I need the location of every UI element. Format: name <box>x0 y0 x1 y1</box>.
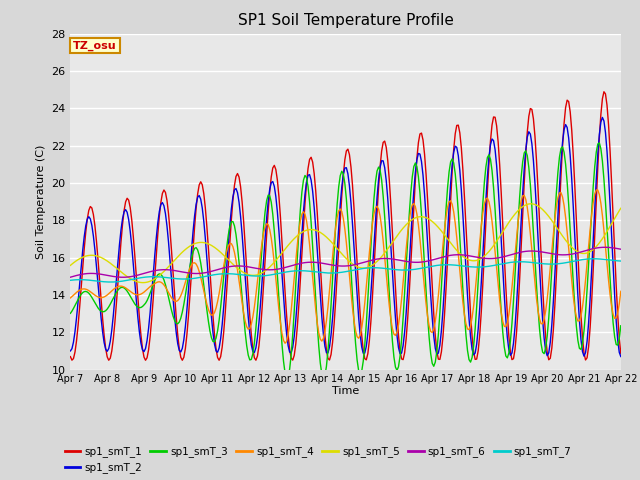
Legend: sp1_smT_1, sp1_smT_2, sp1_smT_3, sp1_smT_4, sp1_smT_5, sp1_smT_6, sp1_smT_7: sp1_smT_1, sp1_smT_2, sp1_smT_3, sp1_smT… <box>60 442 576 478</box>
sp1_smT_7 <box>260 273 268 279</box>
sp1_smT_2 <box>230 187 238 193</box>
sp1_smT_5 <box>308 227 316 232</box>
sp1_smT_3 <box>307 219 315 225</box>
sp1_smT_5 <box>232 264 240 270</box>
Line: sp1_smT_4: sp1_smT_4 <box>70 190 621 343</box>
sp1_smT_3 <box>595 140 603 146</box>
sp1_smT_1 <box>260 282 268 288</box>
sp1_smT_5 <box>134 279 141 285</box>
sp1_smT_5 <box>527 201 534 207</box>
sp1_smT_7 <box>308 269 316 275</box>
sp1_smT_1 <box>67 354 74 360</box>
sp1_smT_2 <box>617 354 625 360</box>
sp1_smT_6 <box>588 246 595 252</box>
sp1_smT_2 <box>134 314 141 320</box>
sp1_smT_4 <box>230 250 238 255</box>
sp1_smT_4 <box>258 240 266 245</box>
Line: sp1_smT_3: sp1_smT_3 <box>70 143 621 379</box>
sp1_smT_1 <box>600 89 608 95</box>
sp1_smT_3 <box>249 351 257 357</box>
sp1_smT_5 <box>617 205 625 211</box>
sp1_smT_6 <box>602 244 609 250</box>
sp1_smT_3 <box>134 304 141 310</box>
Line: sp1_smT_5: sp1_smT_5 <box>70 204 621 283</box>
sp1_smT_5 <box>250 273 258 278</box>
sp1_smT_6 <box>260 266 268 272</box>
sp1_smT_6 <box>308 259 316 265</box>
sp1_smT_1 <box>617 351 625 357</box>
sp1_smT_5 <box>260 269 268 275</box>
sp1_smT_2 <box>586 296 594 301</box>
sp1_smT_4 <box>67 295 74 301</box>
sp1_smT_1 <box>179 358 186 363</box>
sp1_smT_3 <box>67 311 74 316</box>
sp1_smT_4 <box>593 187 600 193</box>
sp1_smT_4 <box>617 288 625 294</box>
sp1_smT_3 <box>588 207 595 213</box>
sp1_smT_2 <box>249 348 257 354</box>
Y-axis label: Soil Temperature (C): Soil Temperature (C) <box>36 144 45 259</box>
sp1_smT_5 <box>139 280 147 286</box>
sp1_smT_6 <box>136 272 143 277</box>
sp1_smT_7 <box>588 256 595 262</box>
sp1_smT_6 <box>250 265 258 271</box>
sp1_smT_7 <box>136 275 143 281</box>
Line: sp1_smT_6: sp1_smT_6 <box>70 247 621 277</box>
sp1_smT_7 <box>106 279 114 285</box>
sp1_smT_7 <box>589 256 597 262</box>
Title: SP1 Soil Temperature Profile: SP1 Soil Temperature Profile <box>237 13 454 28</box>
sp1_smT_1 <box>232 174 240 180</box>
sp1_smT_2 <box>598 115 606 120</box>
X-axis label: Time: Time <box>332 386 359 396</box>
sp1_smT_2 <box>67 348 74 354</box>
sp1_smT_7 <box>67 277 74 283</box>
sp1_smT_7 <box>250 273 258 279</box>
sp1_smT_3 <box>617 323 625 329</box>
sp1_smT_3 <box>230 223 238 228</box>
sp1_smT_6 <box>617 246 625 252</box>
sp1_smT_7 <box>617 258 625 264</box>
Line: sp1_smT_2: sp1_smT_2 <box>70 118 621 357</box>
sp1_smT_4 <box>308 274 316 280</box>
sp1_smT_3 <box>258 243 266 249</box>
sp1_smT_2 <box>307 177 315 183</box>
sp1_smT_1 <box>250 355 258 360</box>
sp1_smT_7 <box>232 271 240 277</box>
sp1_smT_1 <box>134 295 141 300</box>
sp1_smT_3 <box>319 376 327 382</box>
sp1_smT_1 <box>588 299 595 304</box>
sp1_smT_4 <box>249 314 257 320</box>
sp1_smT_4 <box>588 212 595 217</box>
sp1_smT_2 <box>258 279 266 285</box>
Text: TZ_osu: TZ_osu <box>73 40 116 50</box>
Line: sp1_smT_7: sp1_smT_7 <box>70 259 621 282</box>
sp1_smT_4 <box>281 340 289 346</box>
sp1_smT_6 <box>118 275 126 280</box>
sp1_smT_1 <box>308 159 316 165</box>
sp1_smT_5 <box>589 247 597 252</box>
sp1_smT_6 <box>232 263 240 269</box>
sp1_smT_5 <box>67 263 74 268</box>
sp1_smT_4 <box>134 292 141 298</box>
sp1_smT_6 <box>67 275 74 280</box>
Line: sp1_smT_1: sp1_smT_1 <box>70 92 621 360</box>
